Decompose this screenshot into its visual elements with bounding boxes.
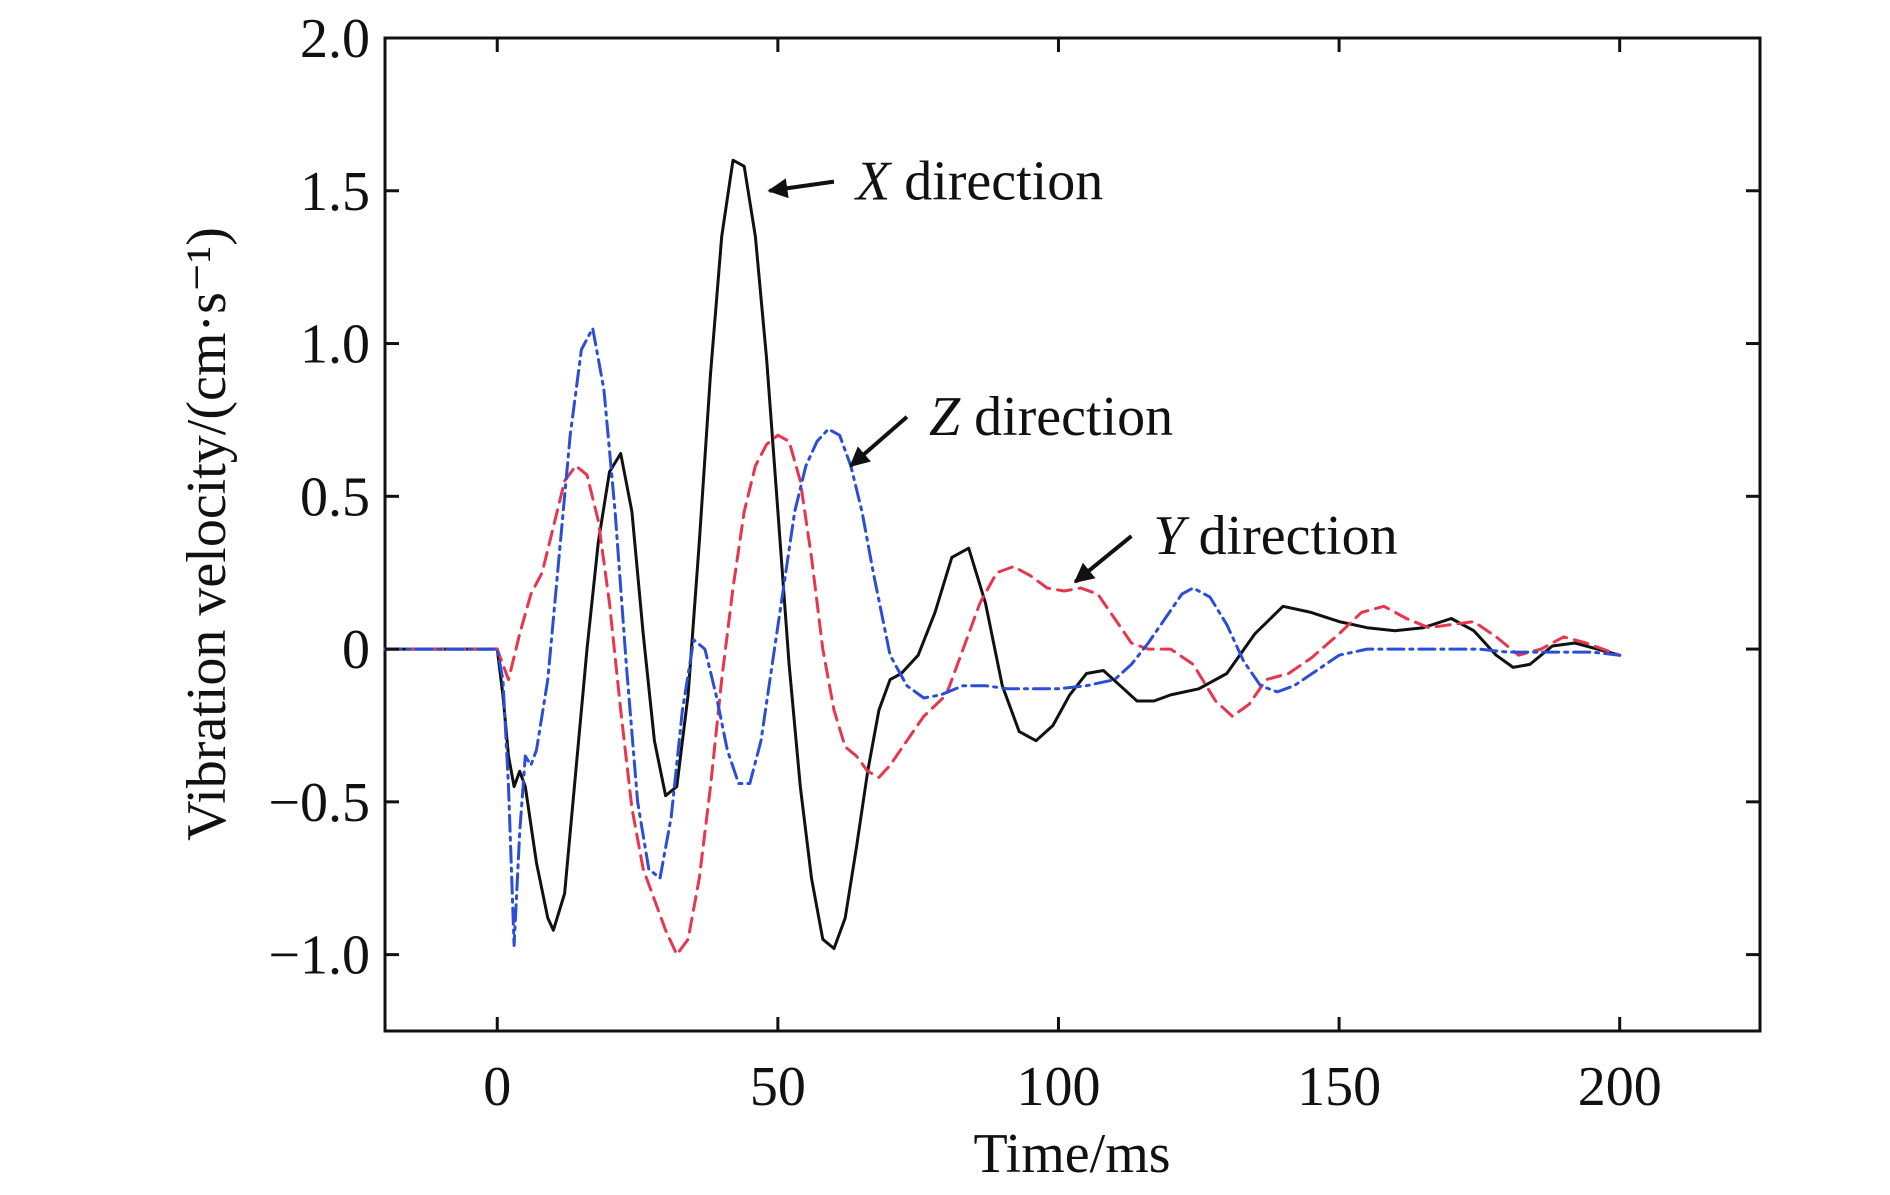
annotation-arrow — [1073, 534, 1133, 584]
annotation-label: Y direction — [1153, 505, 1397, 567]
x-axis-label: Time/ms — [973, 1123, 1170, 1185]
annotations: X direction Z direction Y direction — [767, 151, 1398, 584]
x-tick-label: 0 — [483, 1056, 511, 1118]
annotation-arrow — [849, 415, 909, 468]
annotation-label: Z direction — [929, 386, 1173, 448]
annotation-label: X direction — [854, 151, 1103, 213]
series-layer — [383, 158, 1622, 957]
x-tick-label: 100 — [1016, 1056, 1100, 1118]
plot-frame — [383, 36, 1762, 1033]
y-tick-label: 1.5 — [300, 161, 370, 223]
annotation-arrow — [767, 178, 835, 199]
y-tick-label: 0 — [342, 619, 370, 681]
y-axis-label: Vibration velocity/(cm·s⁻¹) — [176, 227, 238, 841]
y-tick-label: −1.0 — [268, 925, 370, 987]
x-tick-label: 50 — [750, 1056, 806, 1118]
series-line-x — [383, 158, 1622, 950]
y-tick-label: 2.0 — [300, 8, 370, 70]
y-axis-ticks: −1.0 −0.5 0 0.5 1.0 1.5 2.0 — [268, 8, 1760, 987]
series-line-z — [383, 433, 1622, 957]
y-tick-label: −0.5 — [268, 772, 370, 834]
y-tick-label: 0.5 — [300, 466, 370, 528]
x-tick-label: 200 — [1578, 1056, 1662, 1118]
x-axis-ticks: 0 50 100 150 200 — [483, 38, 1662, 1118]
y-tick-label: 1.0 — [300, 314, 370, 376]
x-tick-label: 150 — [1297, 1056, 1381, 1118]
